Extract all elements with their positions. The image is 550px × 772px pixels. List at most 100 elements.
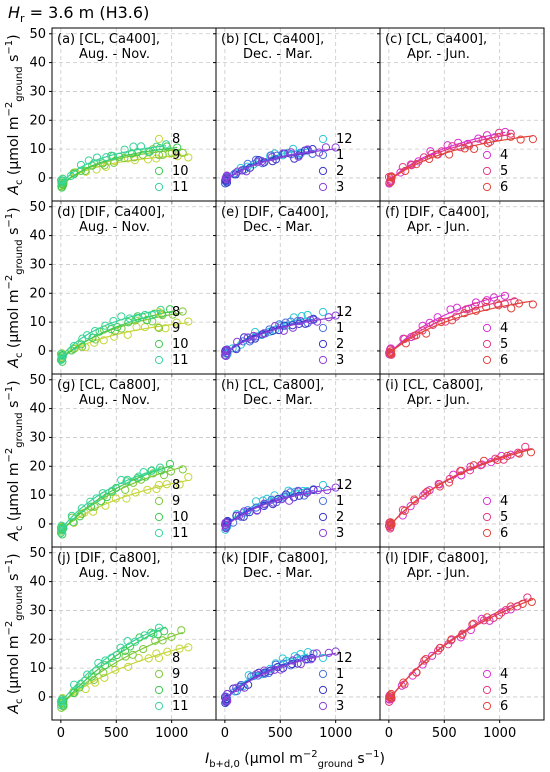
data-point-month-3 [257, 157, 267, 166]
data-point-month-6 [432, 150, 442, 159]
data-point-month-6 [385, 522, 394, 531]
data-point-month-11 [57, 521, 66, 530]
data-point-month-6 [423, 487, 432, 496]
data-point-month-1 [279, 492, 289, 501]
data-point-month-11 [59, 524, 68, 533]
legend-marker-month-12 [318, 480, 328, 490]
data-point-month-8 [99, 336, 108, 345]
data-point-month-3 [220, 351, 229, 360]
data-point-month-11 [92, 153, 102, 162]
data-point-month-3 [285, 496, 294, 505]
y-tick-label: 0 [38, 344, 46, 359]
data-point-month-9 [178, 465, 187, 474]
legend-marker-month-11 [154, 528, 164, 538]
panel-title-line2: Aug. - Nov. [79, 47, 150, 62]
data-point-month-8 [140, 322, 150, 332]
data-point-month-3 [276, 665, 285, 674]
y-axis-label-part: (μmol m [6, 463, 22, 526]
y-axis-label-part: −1 [4, 213, 15, 228]
data-point-month-5 [420, 656, 429, 665]
legend-marker-month-3 [318, 355, 328, 365]
legend-label-month-5: 5 [500, 337, 508, 352]
data-point-month-10 [98, 159, 107, 168]
data-point-month-8 [81, 343, 90, 352]
data-point-month-3 [222, 172, 231, 181]
data-point-month-3 [331, 483, 340, 492]
y-axis-label-part: ) [6, 553, 22, 558]
data-point-month-10 [160, 627, 169, 636]
y-axis-label-part: (μmol m [6, 636, 22, 699]
data-point-month-5 [513, 448, 523, 457]
y-tick-label: 30 [29, 603, 46, 618]
legend-label-month-9: 9 [172, 667, 180, 682]
data-point-month-4 [428, 651, 437, 660]
data-point-month-9 [178, 148, 187, 157]
data-point-month-3 [288, 656, 297, 665]
data-point-month-11 [57, 176, 66, 185]
data-point-month-10 [142, 315, 151, 325]
legend-label-month-1: 1 [336, 148, 344, 163]
legend-marker-month-9 [154, 669, 164, 679]
y-axis-label-part: c [14, 353, 25, 359]
data-point-month-9 [178, 307, 187, 316]
data-point-month-6 [516, 135, 525, 144]
data-point-month-3 [221, 173, 230, 183]
x-tick-label: 1000 [319, 726, 352, 741]
x-tick-label: 0 [221, 726, 229, 741]
panel-title-line2: Aug. - Nov. [79, 393, 150, 408]
y-tick-label: 40 [29, 56, 46, 71]
y-tick-label: 30 [29, 84, 46, 99]
data-point-month-11 [156, 305, 165, 314]
panel-g: (g) [CL, Ca800],Aug. - Nov.8910110102030… [4, 373, 217, 550]
data-point-month-6 [386, 172, 395, 181]
data-point-month-3 [306, 655, 316, 664]
panel-title-line1: (i) [CL, Ca800], [385, 378, 484, 393]
data-point-month-2 [238, 166, 247, 175]
data-point-month-3 [303, 488, 312, 497]
data-point-month-3 [267, 153, 277, 162]
data-point-month-6 [483, 613, 492, 622]
panel-title-line1: (l) [DIF, Ca800], [385, 551, 489, 566]
data-point-month-10 [165, 459, 175, 469]
y-axis-label-part: A [6, 185, 22, 196]
data-point-month-3 [260, 499, 269, 508]
data-point-month-10 [135, 633, 144, 642]
data-point-month-11 [136, 142, 146, 151]
data-point-month-10 [92, 666, 101, 675]
plot-area [56, 459, 193, 539]
data-point-month-11 [116, 643, 125, 652]
data-point-month-3 [278, 149, 288, 158]
legend-marker-month-11 [154, 182, 164, 192]
data-point-month-3 [296, 659, 305, 669]
data-point-month-8 [172, 318, 181, 327]
data-point-month-6 [469, 619, 478, 628]
data-point-month-6 [401, 166, 410, 176]
data-point-month-5 [445, 474, 454, 484]
legend-label-month-2: 2 [336, 337, 344, 352]
y-axis-label: Ac (μmol m−2ground s−1) [4, 34, 25, 195]
panel-title-line2: Apr. - Jun. [407, 47, 470, 62]
data-point-month-6 [506, 602, 515, 611]
legend-label-month-10: 10 [172, 683, 189, 698]
data-point-month-11 [69, 341, 79, 351]
data-point-month-11 [76, 160, 86, 170]
data-point-month-10 [133, 147, 142, 157]
plot-area [384, 593, 536, 706]
data-point-month-3 [331, 143, 340, 152]
data-point-month-3 [313, 486, 322, 495]
data-point-month-11 [154, 623, 164, 632]
legend-label-month-8: 8 [172, 651, 180, 666]
data-point-month-8 [110, 332, 119, 341]
panel-title-line2: Apr. - Jun. [407, 220, 470, 235]
legend-label-month-11: 11 [172, 526, 189, 541]
data-point-month-6 [471, 306, 481, 315]
y-axis-label-part: A [6, 358, 22, 369]
y-tick-label: 0 [38, 517, 46, 532]
y-axis-label-part: s [6, 55, 22, 67]
panel-title-line1: (h) [CL, Ca800], [221, 378, 324, 393]
data-point-month-3 [324, 648, 333, 657]
plot-area [384, 127, 538, 188]
data-point-month-3 [294, 152, 303, 161]
data-point-month-6 [460, 309, 469, 318]
